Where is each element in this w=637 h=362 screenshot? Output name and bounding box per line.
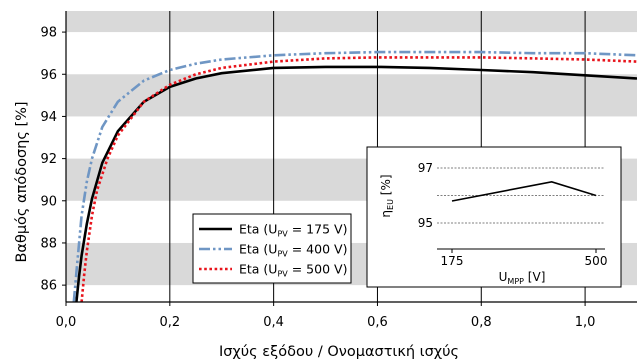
x-tick-label: 0,6 bbox=[367, 315, 388, 330]
series-lines bbox=[72, 50, 637, 303]
inset-chart: 97 95 175 500 ηEU [%] UMPP [V] bbox=[366, 146, 622, 288]
series-line-2 bbox=[72, 50, 637, 303]
legend: Eta (UPV = 175 V) Eta (UPV = 400 V) Eta (U… bbox=[192, 213, 352, 284]
inset-y-tick-label: 97 bbox=[418, 161, 433, 175]
legend-label-2: Eta (UPV = 400 V) bbox=[239, 242, 347, 259]
y-tick-label: 86 bbox=[40, 279, 57, 294]
y-tick-label: 88 bbox=[40, 236, 57, 251]
y-axis-label: Βαθμός απόδοσης [%] bbox=[14, 101, 30, 262]
x-tick-label: 0,4 bbox=[263, 315, 284, 330]
x-tick-label: 1,0 bbox=[575, 315, 596, 330]
legend-label-1: Eta (UPV = 175 V) bbox=[239, 222, 347, 239]
plot-frame bbox=[65, 11, 637, 303]
inset-x-axis-label: UMPP [V] bbox=[499, 270, 546, 286]
legend-label-3: Eta (UPV = 500 V) bbox=[239, 262, 347, 279]
x-tick-label: 0,2 bbox=[159, 315, 180, 330]
y-tick-labels: 86 88 90 92 94 96 98 bbox=[40, 26, 66, 294]
inset-y-axis-label: ηEU [%] bbox=[379, 174, 395, 217]
x-axis-label: Ισχύς εξόδου / Ονομαστική ισχύς bbox=[219, 344, 459, 360]
y-tick-label: 92 bbox=[40, 152, 57, 167]
series-line-1 bbox=[75, 65, 637, 303]
y-tick-label: 94 bbox=[40, 110, 57, 125]
y-tick-label: 90 bbox=[40, 194, 57, 209]
x-tick-label: 0,0 bbox=[56, 315, 77, 330]
inset-x-tick-label: 500 bbox=[585, 254, 608, 268]
inset-y-tick-label: 95 bbox=[418, 216, 433, 230]
y-tick-label: 98 bbox=[40, 26, 57, 41]
inset-line bbox=[451, 180, 597, 202]
grid-band bbox=[66, 74, 637, 117]
inset-box bbox=[366, 146, 622, 288]
inset-x-tick-label: 175 bbox=[441, 254, 464, 268]
x-tick-label: 0,8 bbox=[471, 315, 492, 330]
grid-band bbox=[66, 11, 637, 33]
x-tick-labels: 0,0 0,2 0,4 0,6 0,8 1,0 bbox=[56, 302, 596, 330]
y-tick-label: 96 bbox=[40, 68, 57, 83]
